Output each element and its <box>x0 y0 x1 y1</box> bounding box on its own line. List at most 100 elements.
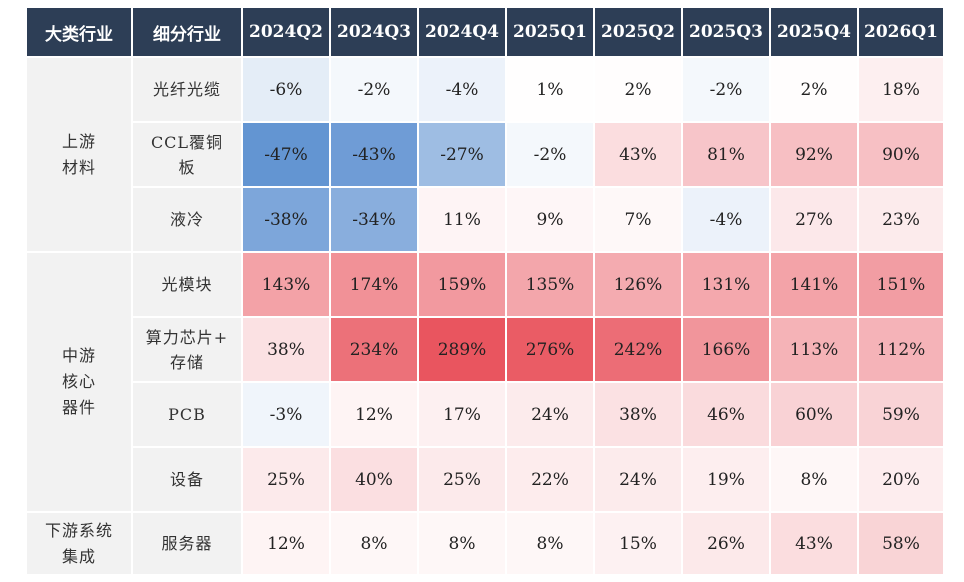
value-cell: 25% <box>243 448 331 513</box>
value-cell: 26% <box>683 513 771 576</box>
column-header: 2025Q1 <box>507 8 595 58</box>
value-cell: 11% <box>419 188 507 253</box>
value-cell: 8% <box>331 513 419 576</box>
value-cell: 135% <box>507 253 595 318</box>
value-cell: 23% <box>859 188 945 253</box>
value-cell: 234% <box>331 318 419 383</box>
value-cell: 24% <box>595 448 683 513</box>
column-header: 2024Q2 <box>243 8 331 58</box>
value-cell: 60% <box>771 383 859 448</box>
value-cell: -2% <box>683 58 771 123</box>
table-row: 下游系统 集成 服务器 12% 8% 8% 8% 15% 26% 43% 58% <box>27 513 945 576</box>
value-cell: 112% <box>859 318 945 383</box>
category-label: 中游 核心 器件 <box>61 346 96 417</box>
table-body: 上游 材料 光纤光缆 -6% -2% -4% 1% 2% -2% 2% 18% CCL覆铜板 -47% -… <box>27 58 945 576</box>
value-cell: 166% <box>683 318 771 383</box>
column-header: 2025Q2 <box>595 8 683 58</box>
column-header: 2025Q3 <box>683 8 771 58</box>
table-row: 上游 材料 光纤光缆 -6% -2% -4% 1% 2% -2% 2% 18% <box>27 58 945 253</box>
value-cell: 113% <box>771 318 859 383</box>
subcategory-cell: 光纤光缆 <box>133 58 243 123</box>
table-row: CCL覆铜板 -47% -43% -27% -2% 43% 81% 92% 90% <box>27 123 945 188</box>
value-cell: -6% <box>243 58 331 123</box>
value-cell: 242% <box>595 318 683 383</box>
subcategory-cell: 算力芯片+ 存储 <box>133 318 243 383</box>
value-cell: -27% <box>419 123 507 188</box>
value-cell: 58% <box>859 513 945 576</box>
value-cell: -4% <box>683 188 771 253</box>
value-cell: 22% <box>507 448 595 513</box>
value-cell: 289% <box>419 318 507 383</box>
value-cell: 1% <box>507 58 595 123</box>
value-cell: 131% <box>683 253 771 318</box>
value-cell: 46% <box>683 383 771 448</box>
table-row: 液冷 -38% -34% 11% 9% 7% -4% 27% 23% <box>27 188 945 253</box>
subcategory-cell: PCB <box>133 383 243 448</box>
value-cell: 20% <box>859 448 945 513</box>
column-header: 2026Q1 <box>859 8 945 58</box>
value-cell: 8% <box>419 513 507 576</box>
value-cell: 40% <box>331 448 419 513</box>
value-cell: 90% <box>859 123 945 188</box>
column-header: 2024Q3 <box>331 8 419 58</box>
value-cell: -34% <box>331 188 419 253</box>
value-cell: 2% <box>595 58 683 123</box>
value-cell: 8% <box>771 448 859 513</box>
value-cell: 143% <box>243 253 331 318</box>
value-cell: 159% <box>419 253 507 318</box>
value-cell: 8% <box>507 513 595 576</box>
value-cell: 81% <box>683 123 771 188</box>
header-row: 大类行业 细分行业 2024Q2 2024Q3 2024Q4 2025Q1 2025Q2 20… <box>27 8 945 58</box>
value-cell: 9% <box>507 188 595 253</box>
category-label: 下游系统 集成 <box>44 520 113 566</box>
value-cell: -2% <box>507 123 595 188</box>
value-cell: 12% <box>243 513 331 576</box>
table-row: 中游 核心 器件 光模块 143% 174% 159% 135% 126% 131% 141% 151… <box>27 253 945 513</box>
table-row: PCB -3% 12% 17% 24% 38% 46% 60% 59% <box>27 383 945 448</box>
value-cell: 141% <box>771 253 859 318</box>
value-cell: 17% <box>419 383 507 448</box>
value-cell: 276% <box>507 318 595 383</box>
value-cell: 19% <box>683 448 771 513</box>
value-cell: 126% <box>595 253 683 318</box>
value-cell: -3% <box>243 383 331 448</box>
column-header: 2024Q4 <box>419 8 507 58</box>
value-cell: 92% <box>771 123 859 188</box>
value-cell: 15% <box>595 513 683 576</box>
table-row: 算力芯片+ 存储 38% 234% 289% 276% 242% 166% 113% 112% <box>27 318 945 383</box>
value-cell: 38% <box>595 383 683 448</box>
value-cell: 38% <box>243 318 331 383</box>
subcategory-cell: 液冷 <box>133 188 243 253</box>
category-cell: 中游 核心 器件 <box>27 253 133 513</box>
value-cell: 25% <box>419 448 507 513</box>
value-cell: -38% <box>243 188 331 253</box>
value-cell: -47% <box>243 123 331 188</box>
column-header: 细分行业 <box>133 8 243 58</box>
column-header: 2025Q4 <box>771 8 859 58</box>
value-cell: 174% <box>331 253 419 318</box>
subcategory-cell: 光模块 <box>133 253 243 318</box>
column-header: 大类行业 <box>27 8 133 58</box>
table-row: 设备 25% 40% 25% 22% 24% 19% 8% 20% <box>27 448 945 513</box>
value-cell: 43% <box>595 123 683 188</box>
value-cell: -2% <box>331 58 419 123</box>
heatmap-table-container: 大类行业 细分行业 2024Q2 2024Q3 2024Q4 2025Q1 2025Q2 20… <box>27 8 945 577</box>
category-label: 上游 材料 <box>61 131 96 177</box>
value-cell: 18% <box>859 58 945 123</box>
value-cell: -4% <box>419 58 507 123</box>
value-cell: -43% <box>331 123 419 188</box>
value-cell: 27% <box>771 188 859 253</box>
value-cell: 12% <box>331 383 419 448</box>
subcategory-cell: CCL覆铜板 <box>133 123 243 188</box>
category-cell: 下游系统 集成 <box>27 513 133 576</box>
value-cell: 7% <box>595 188 683 253</box>
heatmap-table: 大类行业 细分行业 2024Q2 2024Q3 2024Q4 2025Q1 2025Q2 20… <box>27 8 945 576</box>
subcategory-cell: 设备 <box>133 448 243 513</box>
category-cell: 上游 材料 <box>27 58 133 253</box>
value-cell: 59% <box>859 383 945 448</box>
subcategory-cell: 服务器 <box>133 513 243 576</box>
value-cell: 43% <box>771 513 859 576</box>
value-cell: 2% <box>771 58 859 123</box>
value-cell: 24% <box>507 383 595 448</box>
value-cell: 151% <box>859 253 945 318</box>
